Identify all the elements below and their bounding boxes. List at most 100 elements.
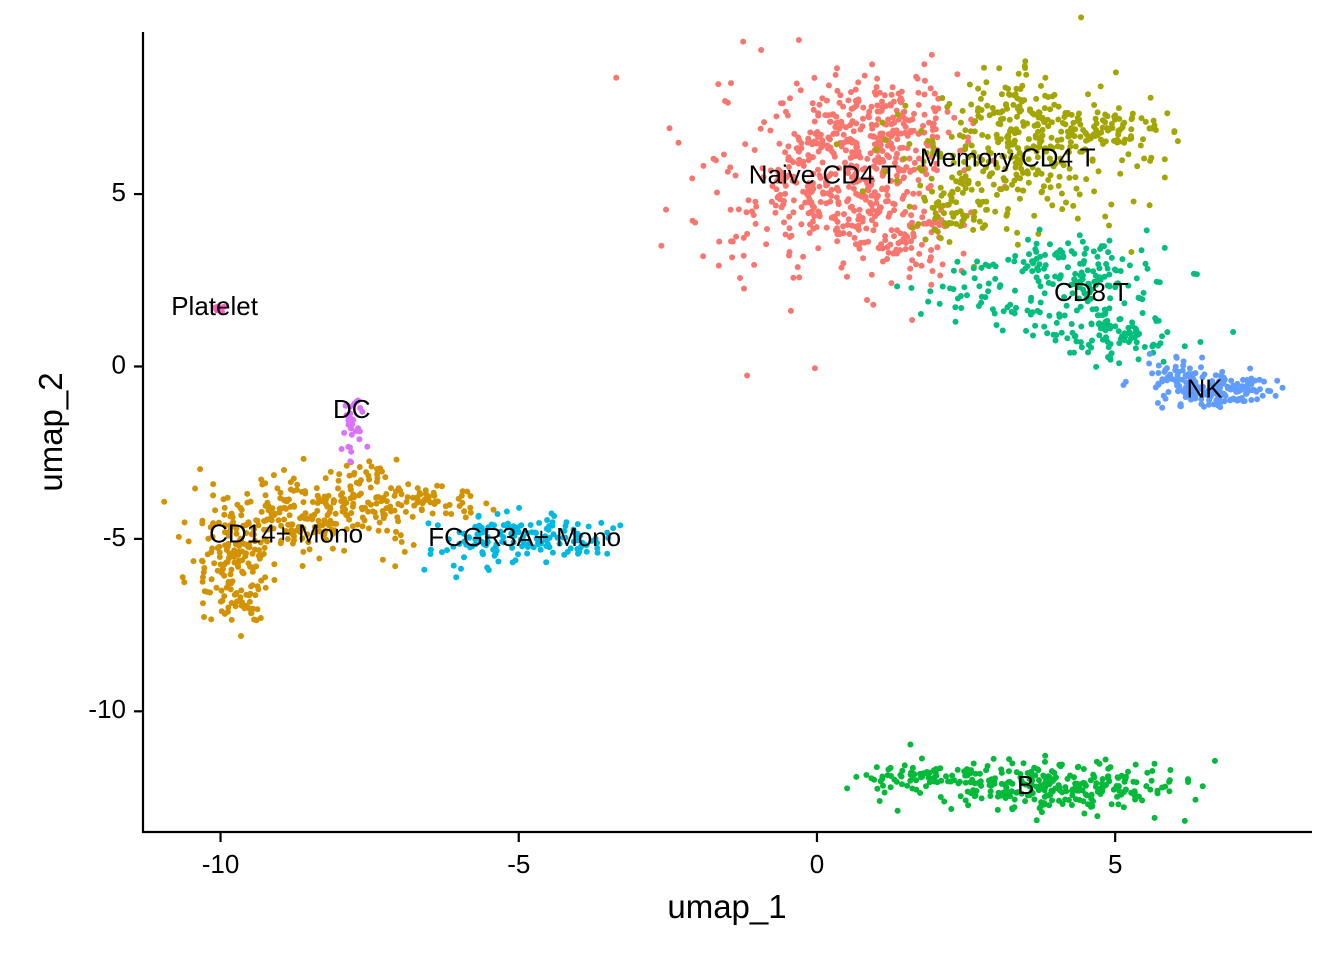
data-point	[1116, 788, 1123, 794]
cluster-naive-cd4-t	[613, 37, 1008, 379]
data-point	[807, 221, 814, 228]
data-point	[1004, 143, 1011, 150]
data-point	[919, 773, 926, 780]
data-point	[278, 522, 285, 529]
data-point	[1147, 157, 1154, 164]
data-point	[270, 472, 277, 479]
data-point	[324, 512, 331, 519]
data-point	[1084, 267, 1091, 274]
data-point	[1182, 372, 1189, 379]
data-point	[1149, 768, 1156, 774]
data-point	[1092, 783, 1099, 790]
data-point	[949, 188, 956, 195]
data-point	[1123, 773, 1129, 780]
data-point	[962, 797, 969, 804]
data-point	[923, 171, 930, 178]
data-point	[908, 238, 914, 245]
data-point	[1077, 148, 1084, 155]
data-point	[1004, 210, 1011, 217]
data-point	[349, 503, 356, 510]
data-point	[1048, 768, 1055, 775]
data-point	[816, 183, 823, 190]
data-point	[1042, 74, 1049, 81]
data-point	[1008, 154, 1015, 161]
data-point	[978, 107, 985, 113]
data-point	[928, 281, 935, 288]
data-point	[797, 87, 804, 94]
data-point	[478, 538, 485, 545]
data-point	[807, 129, 814, 136]
data-point	[382, 474, 389, 481]
data-point	[1002, 795, 1009, 801]
data-point	[957, 119, 964, 126]
data-point	[416, 489, 423, 496]
data-point	[879, 119, 886, 126]
data-point	[1154, 400, 1161, 406]
cluster-label: FCGR3A+ Mono	[428, 522, 621, 552]
data-point	[1092, 115, 1099, 122]
cluster-labels: Naive CD4 T Memory CD4 T CD8 T NK B CD14+ Mon…	[171, 142, 1223, 800]
data-point	[741, 285, 747, 292]
data-point	[937, 272, 944, 279]
data-point	[1077, 121, 1084, 128]
data-point	[348, 510, 355, 516]
data-point	[467, 509, 474, 516]
data-point	[1110, 786, 1117, 793]
data-point	[1013, 85, 1020, 92]
data-point	[972, 792, 979, 799]
data-point	[853, 120, 860, 127]
data-point	[1120, 121, 1127, 128]
data-point	[1031, 122, 1038, 129]
data-point	[876, 208, 883, 215]
data-point	[1033, 240, 1040, 247]
data-point	[675, 139, 682, 146]
data-point	[846, 183, 852, 190]
data-point	[939, 283, 946, 290]
data-point	[976, 283, 983, 290]
data-point	[882, 137, 889, 143]
cluster-platelet	[211, 303, 228, 316]
data-point	[915, 221, 922, 228]
data-point	[1064, 335, 1071, 342]
data-point	[758, 47, 765, 53]
data-point	[354, 521, 361, 528]
data-point	[856, 206, 863, 213]
data-point	[929, 188, 936, 195]
data-point	[898, 97, 905, 104]
data-point	[316, 555, 323, 562]
data-point	[842, 159, 848, 166]
data-point	[1106, 237, 1113, 244]
data-point	[970, 152, 977, 158]
data-point	[881, 789, 888, 796]
data-point	[1065, 133, 1072, 140]
data-point	[1022, 798, 1029, 805]
data-point	[341, 547, 348, 554]
data-point	[377, 465, 384, 472]
data-point	[286, 512, 293, 519]
data-point	[1173, 353, 1180, 360]
data-point	[244, 499, 251, 506]
data-point	[461, 508, 468, 515]
data-point	[1017, 771, 1024, 777]
data-point	[1055, 783, 1062, 790]
data-point	[208, 576, 215, 583]
data-point	[366, 458, 373, 465]
data-point	[299, 563, 306, 569]
data-point	[1099, 124, 1106, 131]
data-point	[811, 74, 818, 81]
data-point	[216, 549, 223, 556]
data-point	[796, 156, 803, 163]
data-point	[300, 499, 307, 506]
data-point	[585, 523, 592, 530]
x-axis-title: umap_1	[667, 888, 786, 925]
data-point	[998, 769, 1005, 776]
data-point	[1088, 321, 1095, 328]
data-point	[237, 535, 244, 542]
data-point	[1025, 236, 1031, 243]
data-point	[868, 103, 875, 110]
data-point	[359, 523, 366, 530]
data-point	[448, 511, 455, 517]
data-point	[503, 508, 510, 515]
data-point	[321, 531, 328, 538]
data-point	[343, 462, 350, 469]
